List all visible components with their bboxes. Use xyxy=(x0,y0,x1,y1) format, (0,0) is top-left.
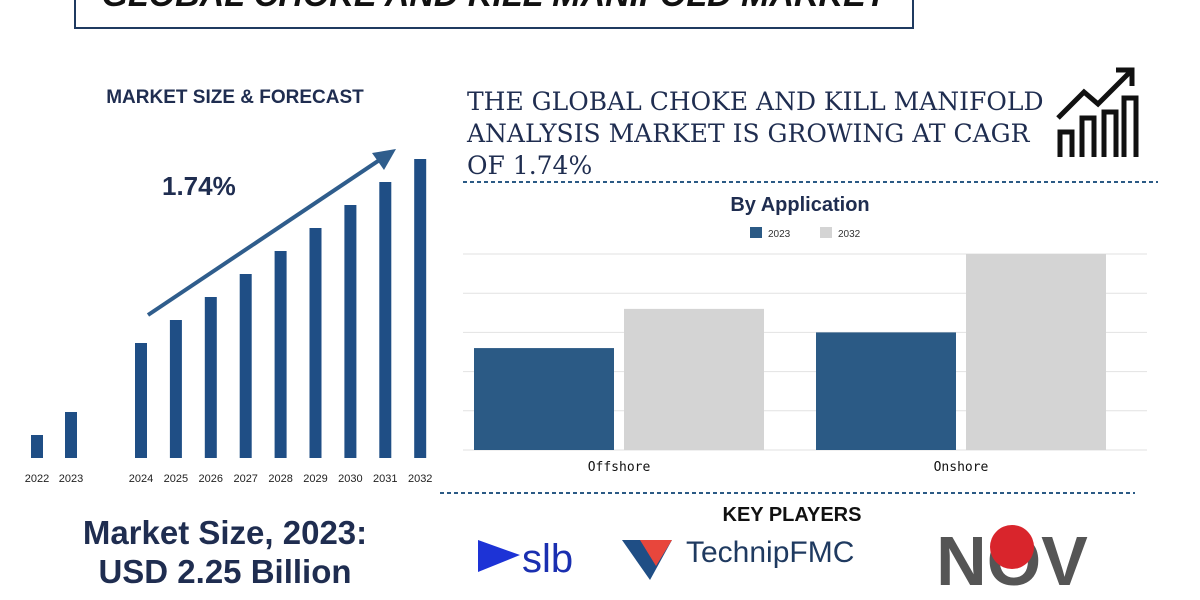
legend-swatch xyxy=(820,227,832,238)
bar xyxy=(344,205,357,458)
bar xyxy=(816,332,956,450)
bar xyxy=(31,435,43,458)
nov-logo-circle xyxy=(990,525,1034,569)
market-size-value: USD 2.25 Billion xyxy=(98,553,351,590)
legend-label: 2023 xyxy=(768,229,791,240)
right-chart-title: By Application xyxy=(730,194,869,216)
legend-swatch xyxy=(750,227,762,238)
company-logo: TechnipFMC xyxy=(686,536,854,569)
page-title: GLOBAL CHOKE AND KILL MANIFOLD MARKET xyxy=(101,0,889,14)
bar xyxy=(379,182,392,458)
bar xyxy=(204,297,217,458)
x-tick-label: Offshore xyxy=(588,460,651,475)
x-tick-label: 2029 xyxy=(303,473,327,485)
bar xyxy=(966,254,1106,450)
market-size-label: Market Size, 2023: xyxy=(83,514,367,551)
bar xyxy=(135,343,147,458)
bar xyxy=(414,159,427,458)
growth-arrow xyxy=(146,155,386,317)
x-tick-label: 2028 xyxy=(268,473,292,485)
left-chart-title: MARKET SIZE & FORECAST xyxy=(106,87,364,108)
bar xyxy=(624,308,764,450)
cagr-annotation: 1.74% xyxy=(162,171,236,201)
arrow-head xyxy=(372,149,396,170)
headline-line: OF 1.74% xyxy=(467,151,592,180)
bar xyxy=(169,320,182,458)
x-tick-label: 2027 xyxy=(233,473,257,485)
headline-line: THE GLOBAL CHOKE AND KILL MANIFOLD xyxy=(467,87,1044,116)
x-tick-label: 2022 xyxy=(25,473,49,485)
x-tick-label: 2025 xyxy=(164,473,188,485)
growth-icon xyxy=(1056,67,1139,157)
x-tick-label: 2026 xyxy=(199,473,223,485)
x-tick-label: Onshore xyxy=(934,460,989,475)
bar xyxy=(309,228,322,458)
bar xyxy=(474,348,614,450)
x-tick-label: 2031 xyxy=(373,473,397,485)
title-box xyxy=(74,0,914,29)
slb-logo-shape xyxy=(478,540,520,572)
bar xyxy=(274,251,287,458)
key-players-title: KEY PLAYERS xyxy=(723,504,862,526)
legend-label: 2032 xyxy=(838,229,861,240)
x-tick-label: 2023 xyxy=(59,473,83,485)
x-tick-label: 2024 xyxy=(129,473,153,485)
headline-line: ANALYSIS MARKET IS GROWING AT CAGR xyxy=(466,119,1031,148)
technip-logo-accent xyxy=(640,540,672,566)
company-logo: slb xyxy=(522,537,573,581)
x-tick-label: 2030 xyxy=(338,473,362,485)
x-tick-label: 2032 xyxy=(408,473,432,485)
bar xyxy=(239,274,252,458)
bar xyxy=(65,412,77,458)
